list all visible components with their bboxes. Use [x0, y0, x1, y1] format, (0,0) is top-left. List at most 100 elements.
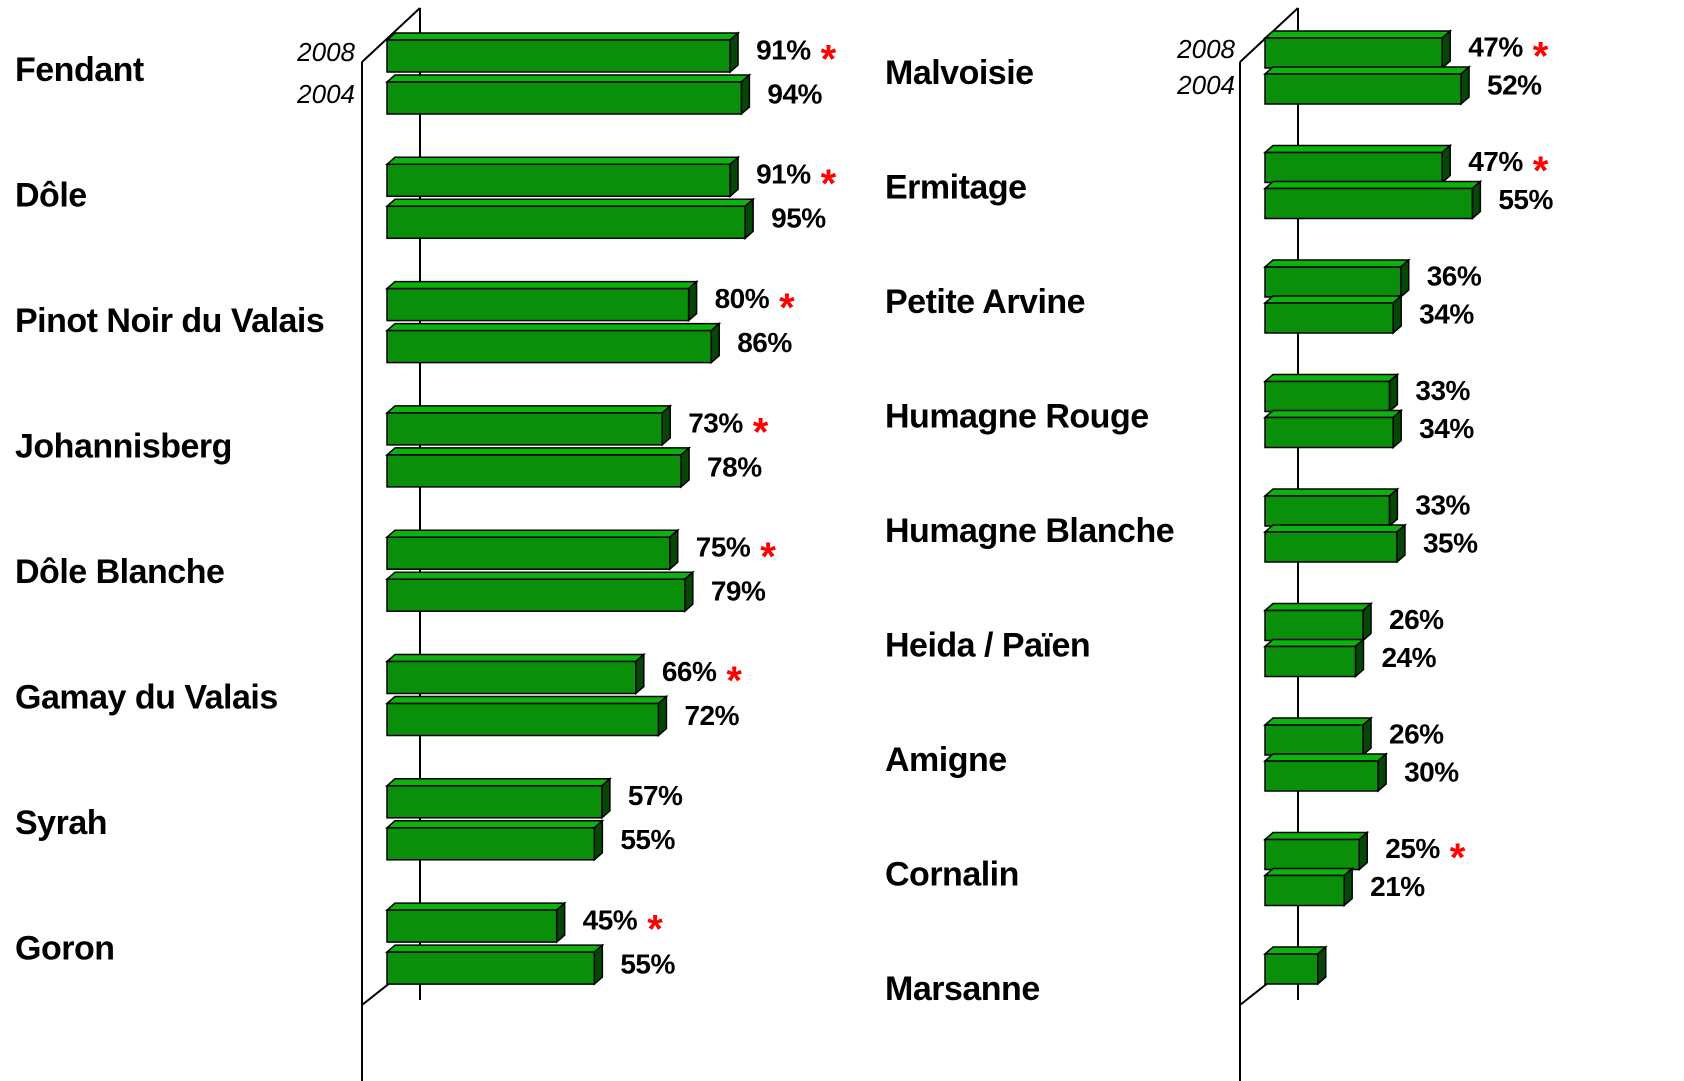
- bar-top: [1263, 259, 1411, 268]
- bar-front: [386, 329, 712, 364]
- category-label: Dôle Blanche: [15, 553, 224, 591]
- value-label: 55%: [620, 948, 675, 979]
- bar: [1263, 830, 1370, 872]
- bar: [1263, 716, 1374, 757]
- bar-front: [1264, 266, 1402, 298]
- significance-marker: *: [760, 535, 776, 579]
- legend-label: 2008: [296, 37, 355, 67]
- significance-marker: *: [726, 659, 742, 703]
- value-label: 35%: [1423, 527, 1478, 558]
- bar-side: [1392, 294, 1402, 335]
- value-label: 52%: [1487, 69, 1542, 100]
- bar-top: [1263, 602, 1374, 612]
- category-label: Fendant: [15, 51, 144, 89]
- bar: [1263, 143, 1453, 185]
- bar-front: [386, 163, 731, 198]
- bar-front: [386, 660, 637, 695]
- bar: [1263, 637, 1366, 679]
- bar-front: [1264, 838, 1360, 871]
- value-label: 47%: [1468, 146, 1523, 177]
- category-label: Humagne Rouge: [885, 397, 1149, 435]
- bar-front: [386, 205, 746, 240]
- bar-side: [1396, 523, 1406, 564]
- bar: [385, 570, 695, 613]
- category-label: Ermitage: [885, 168, 1027, 206]
- bar-side: [593, 943, 604, 986]
- bar-front: [386, 578, 686, 612]
- bar-side: [729, 155, 739, 198]
- bar: [1263, 29, 1453, 70]
- bar: [385, 777, 612, 820]
- value-label: 95%: [771, 203, 826, 234]
- bar-top: [385, 902, 567, 911]
- bar-side: [555, 901, 566, 944]
- value-label: 55%: [620, 824, 675, 855]
- bar: [385, 197, 756, 240]
- bar-side: [1343, 866, 1353, 908]
- bar-front: [1264, 760, 1379, 792]
- bar-front: [1264, 609, 1364, 642]
- bar-front: [1264, 151, 1443, 184]
- bar-front: [1264, 187, 1474, 220]
- value-label: 33%: [1415, 489, 1470, 520]
- bar-top: [385, 32, 741, 41]
- value-label: 24%: [1381, 642, 1436, 673]
- bar-top: [1263, 144, 1453, 154]
- bar-front: [386, 702, 660, 737]
- significance-marker: *: [753, 410, 769, 454]
- significance-marker: *: [1533, 35, 1549, 79]
- bar-side: [710, 321, 720, 365]
- bar-side: [740, 73, 751, 116]
- bar-top: [1263, 30, 1453, 39]
- legend-label: 2004: [296, 79, 355, 109]
- bar-front: [386, 287, 690, 322]
- bar-side: [1471, 179, 1482, 221]
- category-label: Amigne: [885, 741, 1007, 779]
- significance-marker: *: [821, 38, 837, 82]
- bar-side: [1362, 601, 1372, 643]
- bar-top: [385, 653, 646, 663]
- bar: [1263, 945, 1328, 986]
- bar-front: [1264, 724, 1364, 756]
- value-label: 26%: [1389, 718, 1444, 749]
- value-label: 78%: [707, 451, 762, 482]
- bar-top: [385, 198, 756, 208]
- bar-side: [1441, 29, 1451, 70]
- value-label: 72%: [684, 700, 739, 731]
- bar: [1263, 294, 1404, 335]
- bar-front: [1264, 37, 1443, 69]
- bar: [385, 404, 673, 447]
- bar-side: [1354, 637, 1365, 679]
- bar-side: [1377, 752, 1387, 793]
- significance-marker: *: [779, 286, 795, 330]
- legend-label: 2004: [1176, 70, 1235, 100]
- bar-top: [1263, 638, 1366, 648]
- bar-top: [385, 695, 669, 705]
- bar-top: [385, 820, 605, 829]
- bar-front: [1264, 380, 1391, 413]
- bar-front: [386, 536, 671, 570]
- value-label: 26%: [1389, 604, 1444, 635]
- bar-top: [1263, 488, 1400, 497]
- bar-side: [669, 528, 679, 571]
- bar: [1263, 866, 1355, 908]
- bar-top: [385, 944, 605, 953]
- bar-top: [385, 571, 695, 580]
- category-label: Cornalin: [885, 855, 1019, 893]
- bar-top: [385, 280, 699, 290]
- category-label: Pinot Noir du Valais: [15, 302, 324, 340]
- bar-side: [744, 197, 754, 240]
- category-label: Marsanne: [885, 970, 1040, 1008]
- bar-top: [385, 529, 680, 538]
- bar: [385, 73, 752, 116]
- bar: [385, 694, 669, 738]
- bar-side: [680, 446, 690, 489]
- value-label: 66%: [662, 656, 717, 687]
- bar: [385, 943, 605, 986]
- value-label: 94%: [767, 78, 822, 109]
- bar-top: [1263, 66, 1472, 75]
- bar-front: [386, 951, 596, 985]
- bar-front: [1264, 73, 1462, 105]
- value-label: 34%: [1419, 413, 1474, 444]
